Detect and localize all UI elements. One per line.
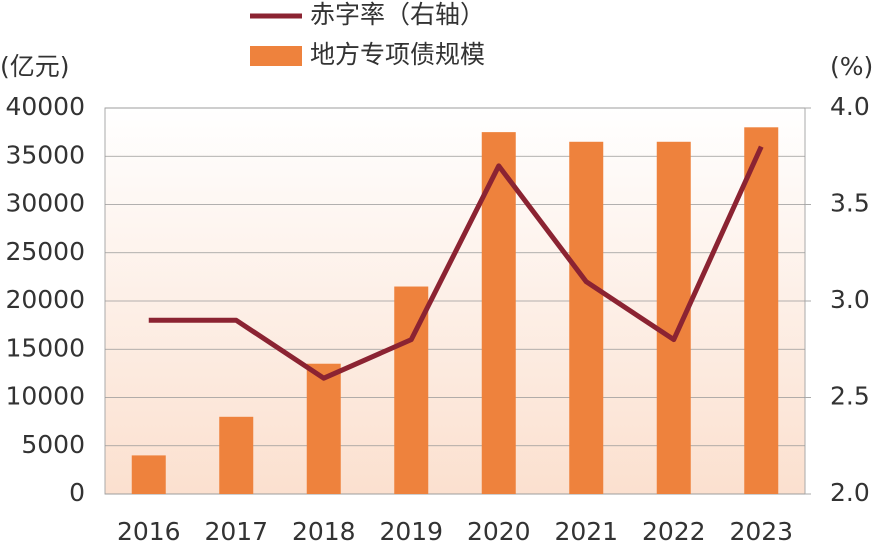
y-axis-label: (亿元): [0, 52, 70, 81]
y-tick-label: 25000: [5, 237, 85, 266]
legend-label: 地方专项债规模: [310, 40, 485, 69]
bar: [569, 141, 604, 494]
y-tick-label: 35000: [5, 140, 85, 169]
x-tick-label: 2023: [729, 517, 793, 546]
y-tick-label: 15000: [5, 333, 85, 362]
y-tick-label: 30000: [5, 189, 85, 218]
y2-tick-label: 2.5: [830, 382, 870, 411]
line: [148, 145, 764, 381]
bar: [131, 455, 166, 494]
bar: [219, 416, 254, 494]
y2-axis-label: (%): [830, 52, 873, 81]
x-tick-label: 2020: [467, 517, 531, 546]
y-tick-label: 20000: [5, 285, 85, 314]
x-tick-label: 2019: [379, 517, 443, 546]
legend-label: 赤字率（右轴）: [310, 0, 485, 29]
y-tick-label: 10000: [5, 382, 85, 411]
bar: [744, 127, 779, 495]
y2-tick-label: 3.0: [830, 285, 870, 314]
y2-tick-label: 3.5: [830, 189, 870, 218]
x-tick-label: 2021: [554, 517, 618, 546]
bar: [306, 363, 341, 494]
legend-swatch: [250, 46, 302, 66]
x-tick-label: 2017: [204, 517, 268, 546]
x-tick-label: 2016: [117, 517, 181, 546]
x-tick-label: 2022: [642, 517, 706, 546]
y-tick-label: 5000: [21, 430, 85, 459]
y-tick-label: 0: [69, 478, 85, 507]
y-tick-label: 40000: [5, 92, 85, 121]
y2-tick-label: 2.0: [830, 478, 870, 507]
x-tick-label: 2018: [292, 517, 356, 546]
y2-tick-label: 4.0: [830, 92, 870, 121]
